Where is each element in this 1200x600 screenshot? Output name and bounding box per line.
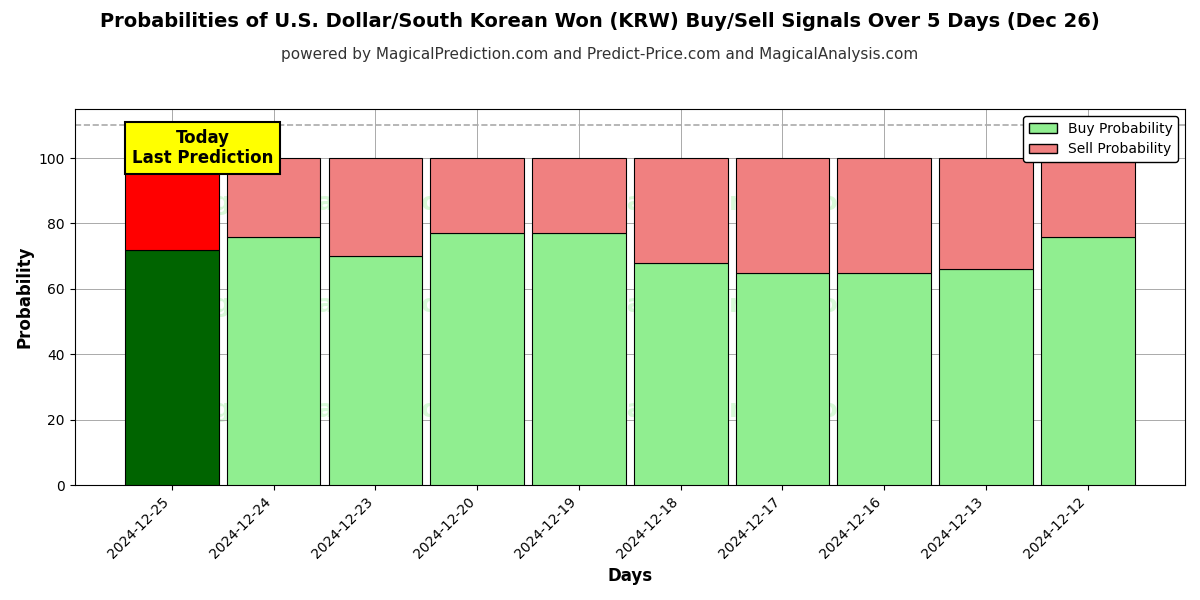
Text: MagicalPrediction.com: MagicalPrediction.com: [602, 191, 924, 215]
Bar: [736, 272, 829, 485]
Text: MagicalAnalysis.com: MagicalAnalysis.com: [172, 293, 466, 317]
Bar: [329, 158, 422, 256]
Bar: [125, 158, 218, 250]
Bar: [1040, 158, 1134, 236]
Bar: [125, 250, 218, 485]
Bar: [634, 263, 727, 485]
Bar: [838, 272, 931, 485]
Bar: [634, 158, 727, 263]
Bar: [227, 158, 320, 236]
Bar: [1040, 236, 1134, 485]
Bar: [431, 158, 524, 233]
Bar: [431, 233, 524, 485]
X-axis label: Days: Days: [607, 567, 653, 585]
Text: MagicalAnalysis.com: MagicalAnalysis.com: [172, 398, 466, 422]
Legend: Buy Probability, Sell Probability: Buy Probability, Sell Probability: [1024, 116, 1178, 162]
Bar: [838, 158, 931, 272]
Bar: [532, 233, 625, 485]
Text: Probabilities of U.S. Dollar/South Korean Won (KRW) Buy/Sell Signals Over 5 Days: Probabilities of U.S. Dollar/South Korea…: [100, 12, 1100, 31]
Bar: [532, 158, 625, 233]
Bar: [940, 269, 1033, 485]
Text: MagicalPrediction.com: MagicalPrediction.com: [602, 293, 924, 317]
Text: MagicalPrediction.com: MagicalPrediction.com: [602, 398, 924, 422]
Bar: [940, 158, 1033, 269]
Text: powered by MagicalPrediction.com and Predict-Price.com and MagicalAnalysis.com: powered by MagicalPrediction.com and Pre…: [281, 46, 919, 61]
Bar: [227, 236, 320, 485]
Bar: [329, 256, 422, 485]
Text: MagicalAnalysis.com: MagicalAnalysis.com: [172, 191, 466, 215]
Y-axis label: Probability: Probability: [16, 246, 34, 349]
Text: Today
Last Prediction: Today Last Prediction: [132, 128, 274, 167]
Bar: [736, 158, 829, 272]
